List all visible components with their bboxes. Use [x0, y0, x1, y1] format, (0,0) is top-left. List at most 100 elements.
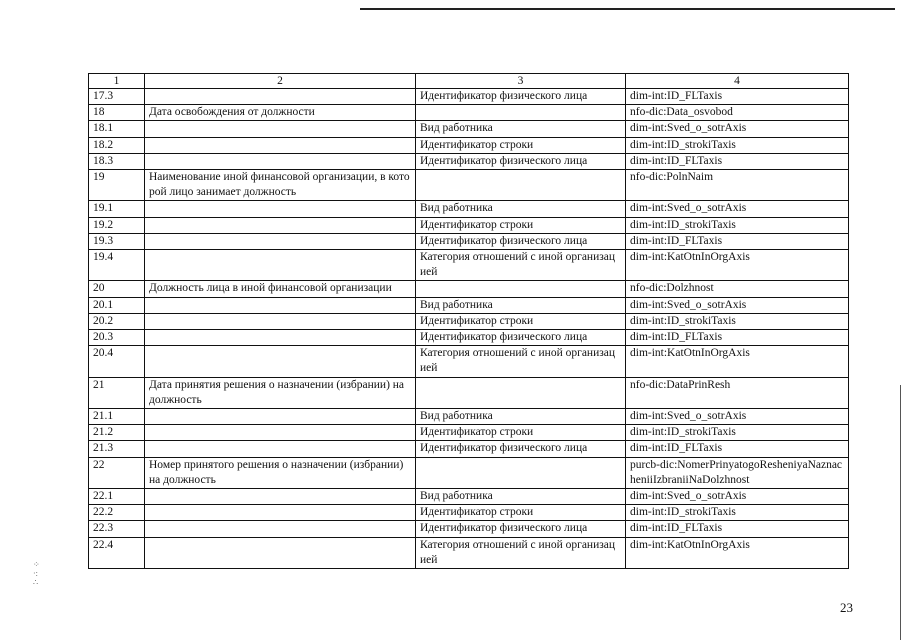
table-row: 18.1 Вид работника dim-int:Sved_o_sotrAxis — [88, 120, 849, 138]
table-row: 18.3 Идентификатор физического лица dim-in… — [88, 152, 849, 171]
row-number-cell: 22.3 — [88, 520, 145, 538]
scan-edge-line — [900, 385, 901, 640]
element-code-cell: purcb-dic:NomerPrinyatogoResheniyaNaznac… — [625, 456, 849, 490]
table-body: 17.3 Идентификатор физического лица dim-in… — [88, 87, 849, 570]
indicator-name-cell: Дата принятия решения о назначении (избр… — [144, 376, 416, 410]
row-number-cell: 22 — [88, 456, 145, 490]
row-number-cell: 20.1 — [88, 296, 145, 314]
row-number-cell: 19.1 — [88, 200, 145, 218]
axis-name-cell: Идентификатор физического лица — [415, 329, 626, 347]
table-row: 18 Дата освобождения от должности nfo-dic:… — [88, 104, 849, 122]
indicator-name-cell — [144, 87, 416, 106]
axis-name-cell: Идентификатор физического лица — [415, 232, 626, 251]
row-number-cell: 18.1 — [88, 120, 145, 138]
row-number-cell: 18 — [88, 104, 145, 122]
element-code-cell: dim-int:Sved_o_sotrAxis — [625, 296, 849, 314]
element-code-cell: dim-int:Sved_o_sotrAxis — [625, 488, 849, 506]
element-code-cell: dim-int:Sved_o_sotrAxis — [625, 408, 849, 426]
axis-name-cell: Вид работника — [415, 408, 626, 426]
axis-name-cell: Идентификатор физического лица — [415, 152, 626, 171]
header-rule — [360, 8, 895, 10]
row-number-cell: 20.4 — [88, 345, 145, 378]
table-row: 19.3 Идентификатор физического лица dim-in… — [88, 232, 849, 251]
element-code-cell: nfo-dic:Data_osvobod — [625, 104, 849, 122]
element-code-cell: nfo-dic:PolnNaim — [625, 169, 849, 202]
axis-name-cell: Категория отношений с иной организацией — [415, 536, 626, 570]
row-number-cell: 22.2 — [88, 504, 145, 522]
axis-name-cell: Идентификатор строки — [415, 216, 626, 234]
page-number: 23 — [840, 600, 853, 615]
element-code-cell: dim-int:KatOtnInOrgAxis — [625, 249, 849, 282]
table-row: 18.2 Идентификатор строки dim-int:ID_strok… — [88, 136, 849, 154]
table-row: 22.2 Идентификатор строки dim-int:ID_strok… — [88, 504, 849, 522]
table-header-row: 1 2 3 4 — [88, 73, 849, 89]
element-code-cell: dim-int:Sved_o_sotrAxis — [625, 120, 849, 138]
element-code-cell: nfo-dic:Dolzhnost — [625, 280, 849, 298]
axis-name-cell: Идентификатор строки — [415, 136, 626, 154]
axis-name-cell: Категория отношений с иной организацией — [415, 249, 626, 282]
column-header: 4 — [625, 73, 849, 89]
row-number-cell: 22.4 — [88, 536, 145, 570]
element-code-cell: dim-int:ID_strokiTaxis — [625, 216, 849, 234]
table-row: 22.4 Категория отношений с иной организац… — [88, 536, 849, 570]
row-number-cell: 17.3 — [88, 87, 145, 106]
row-number-cell: 20.2 — [88, 312, 145, 331]
indicator-name-cell — [144, 504, 416, 522]
table-row: 22 Номер принятого решения о назначении (… — [88, 456, 849, 490]
table-row: 20 Должность лица в иной финансовой орган… — [88, 280, 849, 298]
table-row: 21.2 Идентификатор строки dim-int:ID_strok… — [88, 424, 849, 442]
table-row: 19.4 Категория отношений с иной организац… — [88, 249, 849, 282]
indicator-name-cell — [144, 249, 416, 282]
axis-name-cell — [415, 456, 626, 490]
indicator-name-cell — [144, 520, 416, 538]
axis-name-cell — [415, 169, 626, 202]
element-code-cell: dim-int:KatOtnInOrgAxis — [625, 345, 849, 378]
row-number-cell: 19.2 — [88, 216, 145, 234]
indicator-name-cell: Должность лица в иной финансовой организ… — [144, 280, 416, 298]
row-number-cell: 19 — [88, 169, 145, 202]
indicator-name-cell — [144, 424, 416, 442]
axis-name-cell — [415, 104, 626, 122]
table-row: 20.2 Идентификатор строки dim-int:ID_strok… — [88, 312, 849, 331]
indicator-name-cell: Номер принятого решения о назначении (из… — [144, 456, 416, 490]
indicator-name-cell — [144, 488, 416, 506]
indicator-name-cell — [144, 312, 416, 331]
table-row: 20.3 Идентификатор физического лица dim-in… — [88, 329, 849, 347]
row-number-cell: 21 — [88, 376, 145, 410]
indicator-name-cell — [144, 329, 416, 347]
indicator-name-cell — [144, 232, 416, 251]
table-row: 21 Дата принятия решения о назначении (из… — [88, 376, 849, 410]
indicator-name-cell — [144, 152, 416, 171]
element-code-cell: dim-int:ID_strokiTaxis — [625, 504, 849, 522]
indicator-name-cell — [144, 296, 416, 314]
column-header: 1 — [88, 73, 145, 89]
indicator-name-cell — [144, 440, 416, 458]
element-code-cell: nfo-dic:DataPrinResh — [625, 376, 849, 410]
axis-name-cell: Идентификатор строки — [415, 424, 626, 442]
axis-name-cell: Идентификатор физического лица — [415, 87, 626, 106]
indicator-name-cell — [144, 345, 416, 378]
row-number-cell: 18.2 — [88, 136, 145, 154]
row-number-cell: 22.1 — [88, 488, 145, 506]
table-row: 19 Наименование иной финансовой организац… — [88, 169, 849, 202]
element-code-cell: dim-int:ID_FLTaxis — [625, 232, 849, 251]
column-header: 2 — [144, 73, 416, 89]
element-code-cell: dim-int:ID_strokiTaxis — [625, 312, 849, 331]
row-number-cell: 21.3 — [88, 440, 145, 458]
table-row: 17.3 Идентификатор физического лица dim-in… — [88, 87, 849, 106]
element-code-cell: dim-int:ID_FLTaxis — [625, 440, 849, 458]
row-number-cell: 19.3 — [88, 232, 145, 251]
row-number-cell: 21.1 — [88, 408, 145, 426]
axis-name-cell — [415, 376, 626, 410]
axis-name-cell: Вид работника — [415, 200, 626, 218]
row-number-cell: 18.3 — [88, 152, 145, 171]
indicator-name-cell — [144, 536, 416, 570]
element-code-cell: dim-int:KatOtnInOrgAxis — [625, 536, 849, 570]
row-number-cell: 20.3 — [88, 329, 145, 347]
data-table: 1 2 3 4 17.3 Идентификатор физического ли… — [88, 73, 849, 570]
indicator-name-cell — [144, 200, 416, 218]
indicator-name-cell — [144, 216, 416, 234]
row-number-cell: 20 — [88, 280, 145, 298]
axis-name-cell: Идентификатор строки — [415, 312, 626, 331]
table-row: 20.4 Категория отношений с иной организац… — [88, 345, 849, 378]
